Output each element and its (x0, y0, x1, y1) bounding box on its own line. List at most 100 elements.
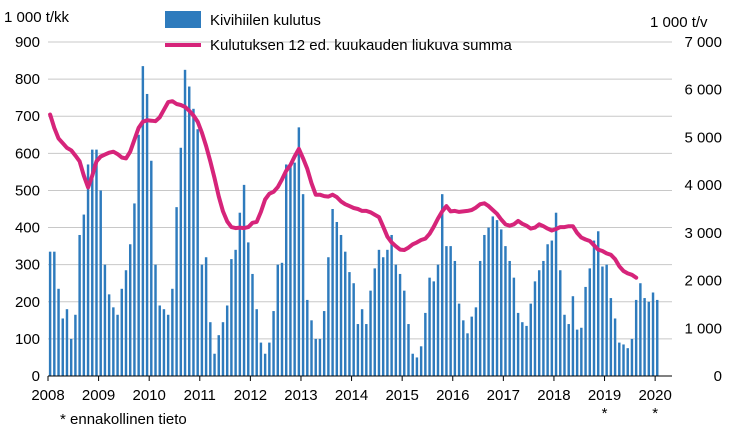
left-axis-unit: 1 000 t/kk (4, 9, 70, 26)
bar (360, 309, 364, 376)
bar (251, 273, 254, 376)
bar (272, 311, 275, 376)
bar (445, 246, 448, 376)
x-tick-label: 2013 (284, 387, 317, 404)
bar (314, 338, 317, 376)
x-tick-label: 2019 (588, 387, 621, 404)
bar (622, 344, 625, 376)
x-tick-label: 2010 (133, 387, 166, 404)
bar (605, 264, 608, 376)
bar (419, 346, 423, 376)
x-tick-label: 2015 (385, 387, 418, 404)
bar (255, 309, 258, 376)
bar (348, 272, 351, 376)
bar (128, 244, 132, 376)
bar (559, 270, 562, 376)
left-tick-labels: 0 100 200 300 400 500 600 700 800 900 (15, 34, 40, 385)
bar (53, 251, 56, 376)
right-tick-label: 2 000 (684, 273, 722, 290)
left-tick-label: 200 (15, 294, 40, 311)
bar (259, 342, 263, 376)
bar (225, 305, 229, 376)
left-tick-label: 700 (15, 108, 40, 125)
bar (57, 288, 60, 376)
bar (276, 264, 280, 376)
bar (491, 216, 495, 376)
bar (65, 309, 69, 376)
x-tick-labels: 2008 2009 2010 2011 2012 2013 2014 2015 2016 2017… (31, 387, 672, 404)
bar (48, 251, 52, 376)
x-tick-label: 2016 (436, 387, 469, 404)
right-axis-unit: 1 000 t/v (650, 14, 708, 31)
bar (74, 314, 77, 376)
bar (242, 184, 246, 376)
bar (415, 357, 419, 376)
bar (352, 283, 355, 376)
provisional-asterisk: * (652, 405, 658, 422)
left-tick-label: 300 (15, 257, 40, 274)
provisional-asterisk: * (602, 405, 608, 422)
legend: Kivihiilen kulutus Kulutuksen 12 ed. kuu… (165, 11, 513, 54)
bar (656, 299, 659, 376)
bar (301, 194, 305, 376)
bar (436, 264, 440, 376)
bar (563, 314, 566, 376)
bar (432, 281, 436, 376)
bar (613, 318, 617, 376)
bar (525, 325, 528, 376)
bar (529, 303, 532, 376)
bar (293, 162, 296, 376)
bar (263, 353, 267, 376)
bar (550, 240, 554, 376)
bar (377, 249, 381, 376)
bar (487, 227, 490, 376)
bar (137, 134, 140, 376)
bar (407, 324, 410, 376)
bar (462, 320, 465, 376)
bar (221, 322, 225, 376)
bar (386, 249, 389, 376)
bar (183, 69, 187, 376)
bar (166, 314, 170, 376)
bar (238, 212, 242, 376)
bar (474, 307, 478, 376)
line-series (48, 99, 639, 280)
bar (394, 264, 398, 376)
bar (234, 249, 237, 376)
footnote: * ennakollinen tieto (60, 411, 187, 428)
bar (634, 299, 638, 376)
bar-series (48, 66, 659, 377)
bar (175, 207, 178, 376)
bar (154, 264, 157, 376)
bar (630, 338, 634, 376)
bar (554, 212, 558, 376)
legend-line-label: Kulutuksen 12 ed. kuukauden liukuva summ… (210, 37, 513, 54)
bar (601, 266, 604, 376)
bar (428, 277, 431, 376)
bar (86, 164, 90, 376)
right-tick-label: 0 (714, 368, 722, 385)
bar (466, 333, 469, 376)
legend-bar-swatch (165, 11, 201, 28)
bar (116, 314, 119, 376)
bar (504, 246, 507, 376)
bar (584, 286, 587, 376)
left-tick-label: 400 (15, 220, 40, 237)
bar (470, 316, 473, 376)
bar (82, 214, 86, 376)
bar (500, 229, 503, 376)
bar (61, 318, 64, 376)
bar (478, 260, 482, 376)
bar (424, 312, 427, 376)
bar (213, 353, 216, 376)
right-tick-label: 5 000 (684, 129, 722, 146)
bar (162, 309, 166, 376)
x-tick-label: 2008 (31, 387, 64, 404)
x-tick-label: 2018 (537, 387, 570, 404)
left-tick-label: 900 (15, 34, 40, 51)
gridlines (48, 41, 672, 340)
right-tick-label: 4 000 (684, 177, 722, 194)
provisional-marks: * * (602, 405, 659, 422)
bar (268, 342, 271, 376)
